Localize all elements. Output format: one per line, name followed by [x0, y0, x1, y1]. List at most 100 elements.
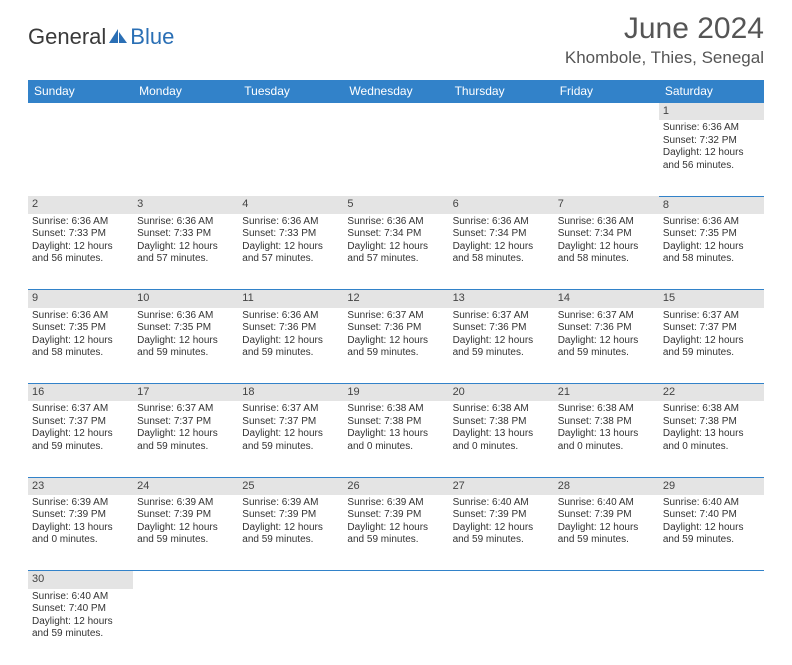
sunset-text: Sunset: 7:39 PM — [453, 509, 550, 522]
weekday-header: Sunday — [28, 80, 133, 103]
day-cell — [343, 120, 448, 196]
sunset-text: Sunset: 7:37 PM — [663, 322, 760, 335]
sunrise-text: Sunrise: 6:36 AM — [663, 216, 760, 229]
day-number — [554, 571, 659, 589]
sunset-text: Sunset: 7:34 PM — [347, 228, 444, 241]
day-cell: Sunrise: 6:38 AMSunset: 7:38 PMDaylight:… — [343, 401, 448, 477]
day2-text: and 57 minutes. — [347, 253, 444, 266]
sunrise-text: Sunrise: 6:38 AM — [453, 403, 550, 416]
day1-text: Daylight: 12 hours — [347, 335, 444, 348]
weekday-header: Monday — [133, 80, 238, 103]
day-cell — [238, 120, 343, 196]
day-number — [238, 103, 343, 121]
sunset-text: Sunset: 7:34 PM — [558, 228, 655, 241]
sunset-text: Sunset: 7:39 PM — [32, 509, 129, 522]
day-cell: Sunrise: 6:36 AMSunset: 7:35 PMDaylight:… — [28, 308, 133, 384]
day-number: 16 — [28, 384, 133, 402]
logo-part2: Blue — [130, 24, 174, 50]
day-cell: Sunrise: 6:40 AMSunset: 7:40 PMDaylight:… — [659, 495, 764, 571]
sunset-text: Sunset: 7:39 PM — [242, 509, 339, 522]
day-cell: Sunrise: 6:37 AMSunset: 7:36 PMDaylight:… — [343, 308, 448, 384]
sunrise-text: Sunrise: 6:39 AM — [347, 497, 444, 510]
logo-part1: General — [28, 24, 106, 50]
sunrise-text: Sunrise: 6:40 AM — [558, 497, 655, 510]
sunrise-text: Sunrise: 6:36 AM — [347, 216, 444, 229]
day-number: 12 — [343, 290, 448, 308]
day-content-row: Sunrise: 6:39 AMSunset: 7:39 PMDaylight:… — [28, 495, 764, 571]
sunset-text: Sunset: 7:38 PM — [347, 416, 444, 429]
sunset-text: Sunset: 7:38 PM — [558, 416, 655, 429]
sunset-text: Sunset: 7:39 PM — [347, 509, 444, 522]
header: General Blue June 2024 Khombole, Thies, … — [0, 0, 792, 74]
day-cell: Sunrise: 6:36 AMSunset: 7:33 PMDaylight:… — [28, 214, 133, 290]
day1-text: Daylight: 12 hours — [32, 335, 129, 348]
sunrise-text: Sunrise: 6:36 AM — [242, 216, 339, 229]
day2-text: and 58 minutes. — [558, 253, 655, 266]
day2-text: and 59 minutes. — [242, 534, 339, 547]
sunrise-text: Sunrise: 6:39 AM — [242, 497, 339, 510]
sunrise-text: Sunrise: 6:36 AM — [663, 122, 760, 135]
day1-text: Daylight: 12 hours — [242, 428, 339, 441]
day1-text: Daylight: 12 hours — [347, 241, 444, 254]
day1-text: Daylight: 12 hours — [137, 241, 234, 254]
day-content-row: Sunrise: 6:40 AMSunset: 7:40 PMDaylight:… — [28, 589, 764, 665]
day2-text: and 0 minutes. — [453, 441, 550, 454]
sunrise-text: Sunrise: 6:40 AM — [663, 497, 760, 510]
weekday-header: Saturday — [659, 80, 764, 103]
sunset-text: Sunset: 7:32 PM — [663, 135, 760, 148]
sunrise-text: Sunrise: 6:38 AM — [663, 403, 760, 416]
day1-text: Daylight: 12 hours — [558, 241, 655, 254]
day-number — [449, 103, 554, 121]
sunrise-text: Sunrise: 6:36 AM — [32, 216, 129, 229]
sunrise-text: Sunrise: 6:38 AM — [347, 403, 444, 416]
day-content-row: Sunrise: 6:36 AMSunset: 7:32 PMDaylight:… — [28, 120, 764, 196]
day1-text: Daylight: 12 hours — [137, 335, 234, 348]
day-cell: Sunrise: 6:39 AMSunset: 7:39 PMDaylight:… — [133, 495, 238, 571]
day2-text: and 59 minutes. — [347, 534, 444, 547]
sunset-text: Sunset: 7:33 PM — [137, 228, 234, 241]
sunset-text: Sunset: 7:37 PM — [32, 416, 129, 429]
sunrise-text: Sunrise: 6:37 AM — [242, 403, 339, 416]
day-cell — [554, 120, 659, 196]
day-cell: Sunrise: 6:40 AMSunset: 7:39 PMDaylight:… — [449, 495, 554, 571]
day2-text: and 57 minutes. — [137, 253, 234, 266]
day-number: 8 — [659, 196, 764, 214]
day-number: 23 — [28, 477, 133, 495]
weekday-header: Thursday — [449, 80, 554, 103]
day-cell — [133, 120, 238, 196]
day1-text: Daylight: 12 hours — [242, 241, 339, 254]
day-number — [28, 103, 133, 121]
day-number: 14 — [554, 290, 659, 308]
day-cell — [133, 589, 238, 665]
day-number — [554, 103, 659, 121]
day2-text: and 59 minutes. — [663, 534, 760, 547]
day2-text: and 59 minutes. — [242, 347, 339, 360]
day-cell: Sunrise: 6:36 AMSunset: 7:34 PMDaylight:… — [449, 214, 554, 290]
day1-text: Daylight: 13 hours — [347, 428, 444, 441]
sunrise-text: Sunrise: 6:37 AM — [558, 310, 655, 323]
day2-text: and 58 minutes. — [663, 253, 760, 266]
sunrise-text: Sunrise: 6:36 AM — [558, 216, 655, 229]
day1-text: Daylight: 12 hours — [32, 428, 129, 441]
day1-text: Daylight: 12 hours — [453, 241, 550, 254]
day-number: 5 — [343, 196, 448, 214]
day-cell — [449, 589, 554, 665]
sunrise-text: Sunrise: 6:39 AM — [32, 497, 129, 510]
sunrise-text: Sunrise: 6:37 AM — [137, 403, 234, 416]
weekday-header: Wednesday — [343, 80, 448, 103]
day-number: 25 — [238, 477, 343, 495]
day2-text: and 59 minutes. — [558, 347, 655, 360]
day-number — [343, 103, 448, 121]
day-content-row: Sunrise: 6:36 AMSunset: 7:33 PMDaylight:… — [28, 214, 764, 290]
day-number — [133, 571, 238, 589]
day-number: 7 — [554, 196, 659, 214]
day1-text: Daylight: 12 hours — [453, 335, 550, 348]
sunrise-text: Sunrise: 6:38 AM — [558, 403, 655, 416]
day2-text: and 57 minutes. — [242, 253, 339, 266]
sunset-text: Sunset: 7:38 PM — [663, 416, 760, 429]
day-cell: Sunrise: 6:36 AMSunset: 7:33 PMDaylight:… — [238, 214, 343, 290]
day-number-row: 2345678 — [28, 196, 764, 214]
sunset-text: Sunset: 7:34 PM — [453, 228, 550, 241]
day-number: 27 — [449, 477, 554, 495]
day-number-row: 23242526272829 — [28, 477, 764, 495]
